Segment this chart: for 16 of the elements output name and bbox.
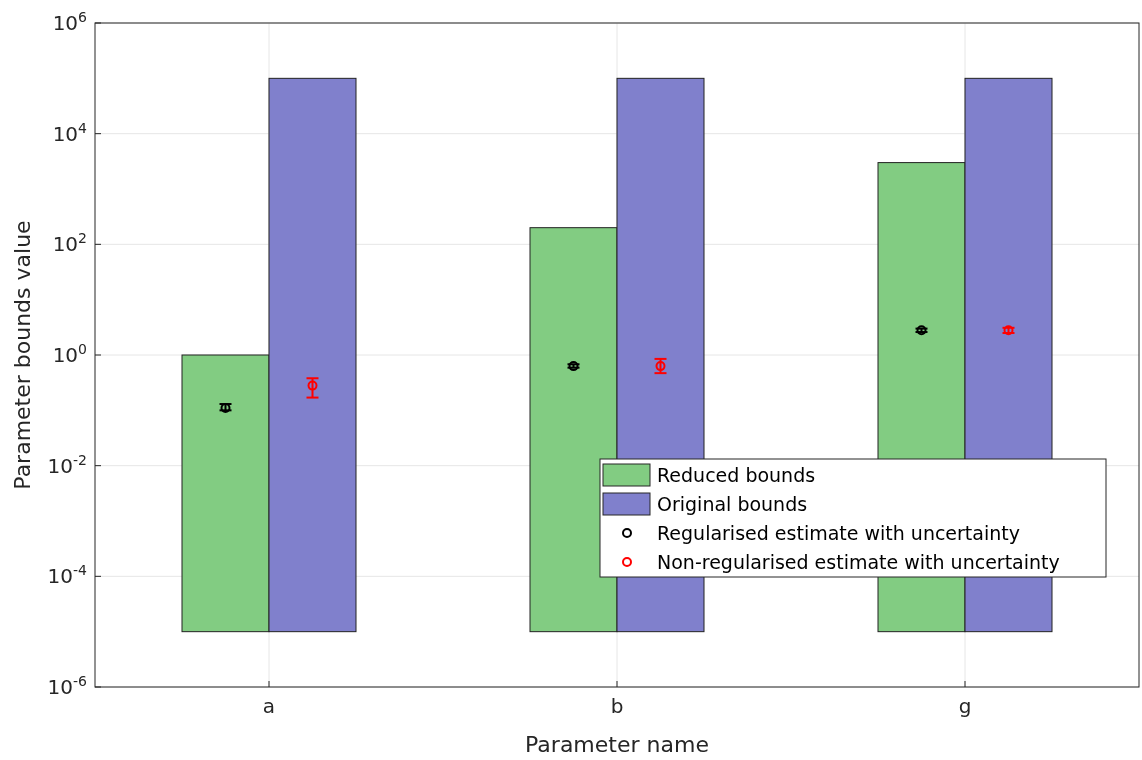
x-tick-label: a bbox=[262, 694, 276, 718]
y-tick-label: 10$^{-2}$ bbox=[47, 451, 87, 478]
y-tick-label: 10$^{4}$ bbox=[52, 119, 88, 146]
y-tick-label: 10$^{2}$ bbox=[52, 230, 87, 257]
legend-label: Original bounds bbox=[657, 493, 808, 515]
y-axis-title: Parameter bounds value bbox=[10, 220, 35, 490]
y-tick-label: 10$^{0}$ bbox=[52, 341, 87, 367]
legend-label: Reduced bounds bbox=[657, 464, 816, 486]
x-axis-title: Parameter name bbox=[525, 732, 709, 757]
y-tick-label: 10$^{-4}$ bbox=[47, 562, 88, 589]
y-tick-label: 10$^{6}$ bbox=[52, 9, 88, 35]
y-tick-label: 10$^{-6}$ bbox=[47, 673, 88, 699]
x-tick-label: g bbox=[958, 694, 972, 718]
legend-label: Regularised estimate with uncertainty bbox=[657, 522, 1020, 544]
x-tick-label: b bbox=[610, 694, 624, 718]
legend-label: Non-regularised estimate with uncertainty bbox=[657, 551, 1060, 573]
